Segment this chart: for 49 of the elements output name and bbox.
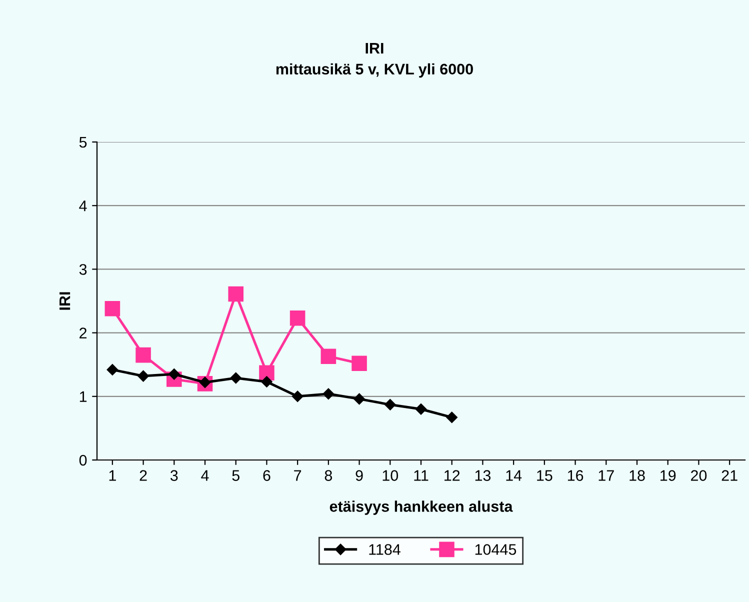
- x-tick-label: 20: [690, 470, 707, 481]
- x-tick-label: 18: [630, 470, 645, 481]
- x-tick-label: 5: [232, 470, 240, 481]
- x-tick-label: 8: [324, 470, 332, 481]
- point: [261, 376, 272, 388]
- x-tick-label: 15: [537, 470, 552, 481]
- x-tick-label: 3: [170, 470, 178, 481]
- x-tick-label: 7: [294, 470, 302, 481]
- point: [138, 370, 149, 382]
- y-tick-label: 3: [79, 264, 87, 275]
- y-tick-label: 5: [79, 137, 87, 148]
- x-tick-label: 14: [506, 470, 522, 481]
- x-tick-label: 4: [201, 470, 209, 481]
- point: [292, 390, 304, 402]
- point: [352, 356, 367, 371]
- x-tick-label: 2: [140, 470, 147, 481]
- point: [259, 365, 274, 381]
- y-tick-label: 0: [79, 454, 87, 466]
- point: [415, 404, 427, 415]
- point: [230, 372, 242, 384]
- x-tick-label: 6: [263, 470, 270, 481]
- x-axis-title: etäisyys hankkeen alusta: [330, 500, 513, 515]
- y-axis-title: IRI: [60, 292, 70, 310]
- x-tick-label: 17: [598, 470, 614, 481]
- point: [106, 364, 118, 376]
- x-tick-label: 16: [568, 470, 584, 481]
- x-tick-label: 1: [109, 470, 116, 481]
- point: [354, 393, 365, 405]
- point: [384, 399, 396, 410]
- chart-title: IRI mittausikä 5 v, KVL yli 6000: [276, 43, 473, 78]
- x-tick-label: 21: [722, 470, 738, 481]
- point: [446, 412, 458, 423]
- y-tick-label: 1: [80, 391, 87, 402]
- x-tick-label: 19: [660, 470, 676, 481]
- legend-label: 1184: [369, 544, 400, 555]
- legend-label: 10445: [475, 544, 516, 555]
- x-tick-label: 11: [414, 470, 428, 481]
- point: [320, 348, 336, 364]
- y-tick-label: 4: [79, 200, 87, 212]
- x-tick-label: 9: [356, 470, 363, 481]
- x-tick-label: 13: [475, 470, 491, 481]
- x-tick-label: 12: [444, 470, 460, 481]
- x-tick-label: 10: [382, 470, 398, 481]
- y-tick-label: 2: [80, 328, 87, 338]
- point: [322, 388, 334, 400]
- point: [290, 310, 306, 326]
- point: [228, 286, 244, 302]
- point: [136, 347, 151, 363]
- point: [104, 300, 120, 316]
